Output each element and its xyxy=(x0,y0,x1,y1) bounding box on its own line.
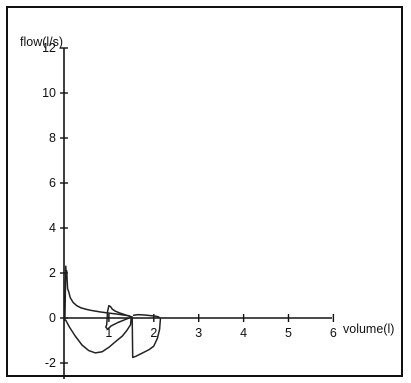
x-axis-title: volume(l) xyxy=(343,322,394,336)
y-axis-title: flow(l/s) xyxy=(20,35,63,49)
flow-volume-loop-1 xyxy=(65,266,131,353)
y-tick-label: 6 xyxy=(49,176,56,190)
series-layer xyxy=(65,266,161,357)
x-tick-label: 4 xyxy=(240,326,247,340)
y-tick-label: 0 xyxy=(49,311,56,325)
x-tick-label: 5 xyxy=(285,326,292,340)
y-tick-label: -2 xyxy=(45,356,56,370)
x-tick-label: 6 xyxy=(330,326,337,340)
chart-frame: 1 2 3 4 5 6 12 10 8 6 4 2 0 -2 flow(l/s) volume(l) xyxy=(6,6,403,377)
y-tick-label: 8 xyxy=(49,131,56,145)
y-tick-label: 10 xyxy=(42,86,56,100)
y-tick-label: 4 xyxy=(49,221,56,235)
x-tick-label: 3 xyxy=(195,326,202,340)
y-tick-label: 2 xyxy=(49,266,56,280)
x-tick-label: 2 xyxy=(150,326,157,340)
